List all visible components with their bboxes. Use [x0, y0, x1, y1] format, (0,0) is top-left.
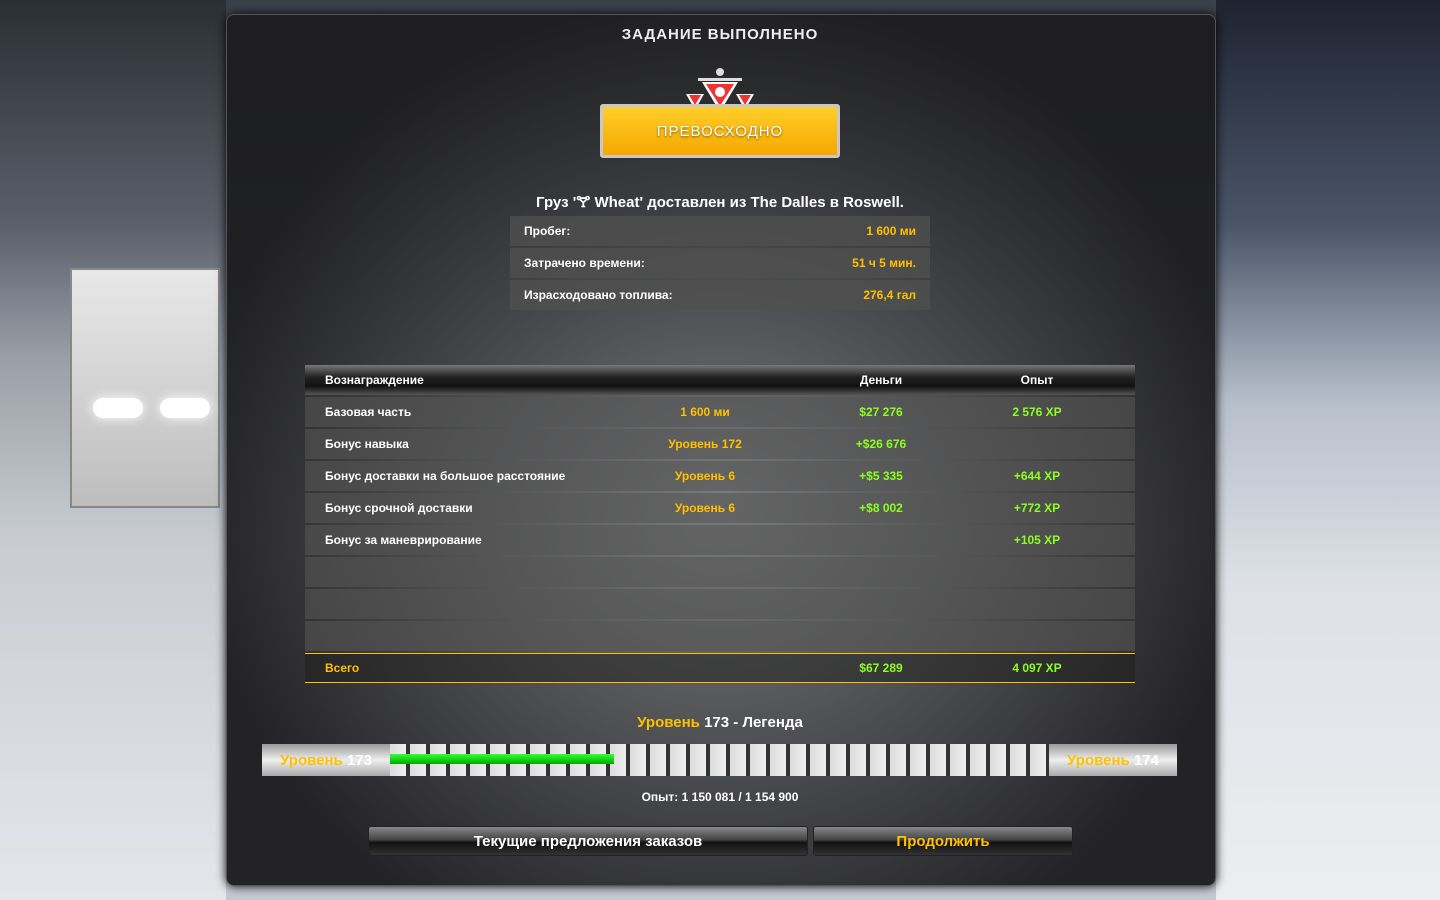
stat-value: 51 ч 5 мин. — [852, 256, 916, 270]
cell-name: Базовая часть — [325, 405, 412, 419]
stat-label: Затрачено времени: — [524, 256, 645, 270]
rating-emblem-icon — [686, 68, 754, 112]
cell-name: Бонус навыка — [325, 437, 409, 451]
screen-title: ЗАДАНИЕ ВЫПОЛНЕНО — [621, 26, 819, 43]
cell-name: Бонус срочной доставки — [325, 501, 473, 515]
table-row: Бонус срочной доставки Уровень 6 +$8 002 +7… — [305, 493, 1135, 523]
table-row: Базовая часть 1 600 ми $27 276 2 576 XP — [305, 397, 1135, 427]
cell-money: +$5 335 — [859, 469, 903, 483]
cargo-suffix: ' доставлен из The Dalles в Roswell. — [639, 194, 904, 211]
cell-detail: 1 600 ми — [680, 405, 730, 419]
cell-detail: Уровень 172 — [668, 437, 742, 451]
empty-row — [305, 589, 1135, 619]
progress-track — [390, 744, 1049, 776]
level-rank: - Легенда — [729, 714, 803, 731]
rewards-table: Вознаграждение Деньги Опыт Базовая часть… — [305, 365, 1135, 683]
cargo-message: Груз '🝖 Wheat' доставлен из The Dalles в… — [0, 185, 1440, 216]
total-xp: 4 097 XP — [1012, 661, 1062, 675]
header-money: Деньги — [859, 373, 903, 387]
total-money: $67 289 — [859, 661, 903, 675]
cargo-name: Wheat — [594, 194, 640, 211]
cell-xp: 2 576 XP — [1012, 405, 1062, 419]
trip-stats: Пробег: 1 600 ми Затрачено времени: 51 ч 5… — [510, 216, 930, 312]
stat-value: 1 600 ми — [866, 224, 916, 238]
level-progress-bar: Уровень 173 Уровень 174 — [262, 744, 1177, 776]
rating-badge: ПРЕВОСХОДНО — [600, 104, 840, 158]
next-level-label: Уровень 174 — [1067, 751, 1159, 769]
stat-label: Израсходовано топлива: — [524, 288, 673, 302]
cell-money: $27 276 — [859, 405, 903, 419]
current-job-offers-button[interactable]: Текущие предложения заказов — [368, 826, 808, 856]
progress-fill — [390, 754, 615, 764]
table-row: Бонус доставки на большое расстояние Уров… — [305, 461, 1135, 491]
current-level-label: Уровень 173 — [280, 751, 372, 769]
garage-door — [70, 268, 220, 508]
cell-xp: +644 XP — [1013, 469, 1061, 483]
ceiling-light — [93, 398, 143, 418]
cell-detail: Уровень 6 — [674, 469, 736, 483]
ceiling-light — [160, 398, 210, 418]
level-title: Уровень 173 - Легенда — [0, 714, 1440, 731]
experience-readout: Опыт: 1 150 081 / 1 154 900 — [641, 790, 799, 804]
cell-money: +$26 676 — [855, 437, 907, 451]
stat-row-distance: Пробег: 1 600 ми — [510, 216, 930, 246]
table-header: Вознаграждение Деньги Опыт — [305, 365, 1135, 395]
empty-row — [305, 621, 1135, 651]
header-xp: Опыт — [1020, 373, 1054, 387]
cargo-prefix: Груз ' — [536, 194, 577, 211]
stat-label: Пробег: — [524, 224, 571, 238]
cell-xp: +105 XP — [1013, 533, 1061, 547]
cell-detail: Уровень 6 — [674, 501, 736, 515]
cell-money: +$8 002 — [859, 501, 903, 515]
continue-button[interactable]: Продолжить — [813, 826, 1073, 856]
level-number: 173 — [704, 714, 730, 731]
table-row: Бонус за маневрирование +105 XP — [305, 525, 1135, 555]
cell-xp: +772 XP — [1013, 501, 1061, 515]
level-word: Уровень — [637, 714, 700, 731]
total-label: Всего — [325, 661, 360, 675]
stat-row-fuel: Израсходовано топлива: 276,4 гал — [510, 280, 930, 310]
cargo-icon: 🝖 — [576, 194, 591, 211]
total-row: Всего $67 289 4 097 XP — [305, 653, 1135, 683]
cell-name: Бонус доставки на большое расстояние — [325, 469, 566, 483]
stat-row-time: Затрачено времени: 51 ч 5 мин. — [510, 248, 930, 278]
stat-value: 276,4 гал — [863, 288, 916, 302]
table-row: Бонус навыка Уровень 172 +$26 676 — [305, 429, 1135, 459]
header-reward: Вознаграждение — [325, 373, 424, 387]
empty-row — [305, 557, 1135, 587]
cell-name: Бонус за маневрирование — [325, 533, 482, 547]
garage-background-right — [1216, 0, 1440, 900]
